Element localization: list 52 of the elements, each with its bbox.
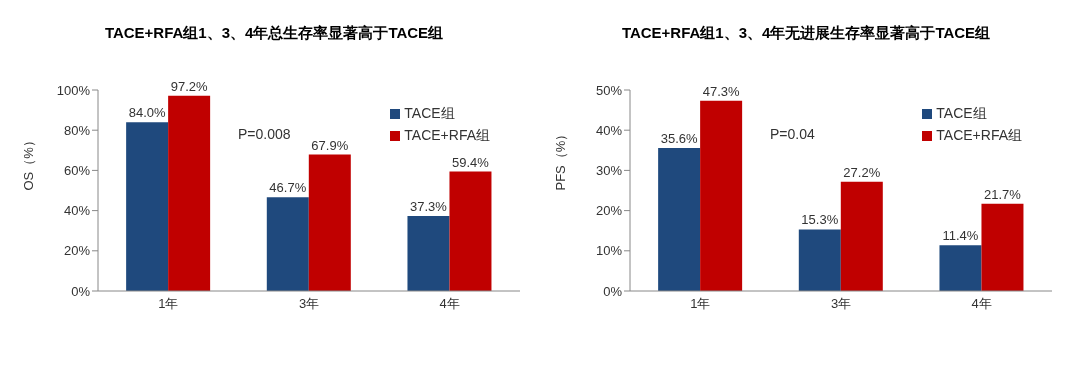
x-tick-label: 1年 xyxy=(158,296,179,312)
y-tick-label: 80% xyxy=(63,122,91,138)
y-axis-title: OS（%） xyxy=(20,134,36,191)
data-label: 67.9% xyxy=(311,137,349,153)
data-label: 37.3% xyxy=(410,199,448,215)
y-tick-label: 40% xyxy=(63,203,91,219)
data-label: 46.7% xyxy=(269,180,307,196)
y-tick-label: 50% xyxy=(595,82,623,98)
data-label: 21.7% xyxy=(984,186,1022,202)
legend-label: TACE组 xyxy=(936,105,987,121)
y-tick-label: 0% xyxy=(71,283,91,299)
bar xyxy=(168,95,211,291)
bar xyxy=(407,216,450,291)
legend-label: TACE组 xyxy=(404,105,455,121)
bar xyxy=(308,154,351,291)
y-tick-label: 20% xyxy=(63,243,91,259)
data-label: 84.0% xyxy=(128,105,166,121)
data-label: 35.6% xyxy=(660,130,698,146)
data-label: 97.2% xyxy=(170,78,208,94)
chart-title: TACE+RFA组1、3、4年无进展生存率显著高于TACE组 xyxy=(620,24,992,43)
data-label: 27.2% xyxy=(843,164,881,180)
y-tick-label: 40% xyxy=(595,122,623,138)
bar xyxy=(700,100,743,291)
bar xyxy=(939,245,982,291)
annotation: P=0.008 xyxy=(238,126,291,142)
x-tick-label: 4年 xyxy=(439,296,460,312)
y-tick-label: 60% xyxy=(63,163,91,179)
legend-label: TACE+RFA组 xyxy=(404,127,490,143)
y-axis-title: PFS（%） xyxy=(552,127,568,191)
bar xyxy=(981,203,1024,291)
bar xyxy=(658,147,701,291)
data-label: 11.4% xyxy=(942,228,979,244)
x-tick-label: 1年 xyxy=(690,296,711,312)
legend-label: TACE+RFA组 xyxy=(936,127,1022,143)
x-tick-label: 4年 xyxy=(971,296,992,312)
x-tick-label: 3年 xyxy=(298,296,320,312)
data-label: 47.3% xyxy=(702,83,740,99)
y-tick-label: 20% xyxy=(595,203,623,219)
y-tick-label: 10% xyxy=(595,243,623,259)
annotation: P=0.04 xyxy=(770,126,815,142)
bar xyxy=(840,181,883,291)
y-tick-label: 0% xyxy=(603,283,623,299)
chart-title: TACE+RFA组1、3、4年总生存率显著高于TACE组 xyxy=(103,24,445,43)
data-label: 15.3% xyxy=(801,212,839,228)
bar xyxy=(798,229,841,291)
bar xyxy=(126,122,169,291)
bar xyxy=(449,171,492,291)
y-tick-label: 30% xyxy=(595,163,623,179)
x-tick-label: 3年 xyxy=(830,296,852,312)
y-tick-label: 100% xyxy=(56,82,91,98)
data-label: 59.4% xyxy=(452,154,490,170)
bar xyxy=(266,197,309,291)
